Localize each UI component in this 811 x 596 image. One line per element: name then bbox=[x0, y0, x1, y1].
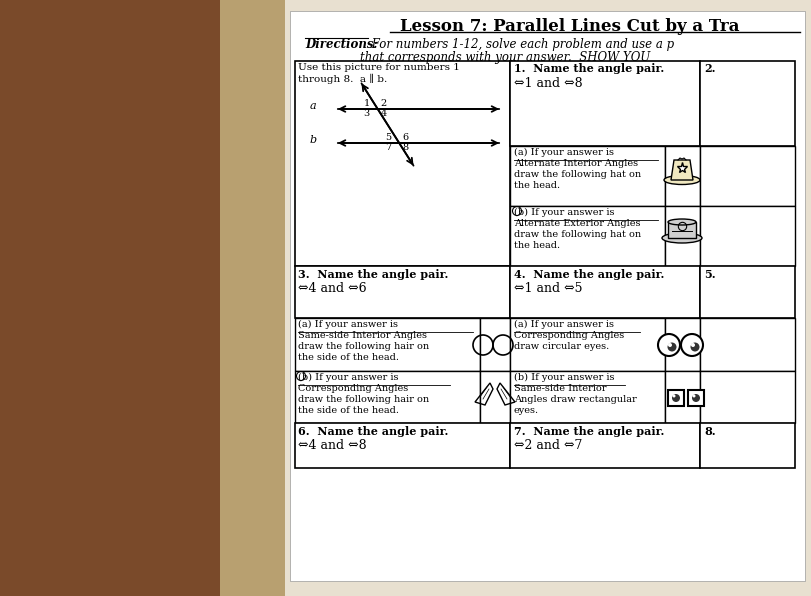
Polygon shape bbox=[671, 160, 693, 180]
Bar bbox=[295, 61, 510, 266]
Bar bbox=[668, 390, 684, 406]
Circle shape bbox=[692, 394, 700, 402]
Bar bbox=[700, 266, 795, 318]
Text: ⇔2 and ⇔7: ⇔2 and ⇔7 bbox=[514, 439, 582, 452]
Polygon shape bbox=[220, 0, 290, 596]
Text: draw circular eyes.: draw circular eyes. bbox=[514, 342, 609, 351]
Text: 7.  Name the angle pair.: 7. Name the angle pair. bbox=[514, 426, 664, 437]
Text: Corresponding Angles: Corresponding Angles bbox=[514, 331, 624, 340]
Ellipse shape bbox=[662, 233, 702, 243]
Bar bbox=[665, 371, 700, 423]
Text: Same-side Interior: Same-side Interior bbox=[514, 384, 607, 393]
Text: 2.: 2. bbox=[704, 63, 715, 74]
Bar bbox=[510, 61, 700, 146]
Circle shape bbox=[668, 343, 672, 347]
Bar bbox=[510, 266, 700, 318]
Bar bbox=[290, 11, 805, 581]
Text: draw the following hat on: draw the following hat on bbox=[514, 170, 642, 179]
Circle shape bbox=[681, 334, 703, 356]
Text: ⇔4 and ⇔8: ⇔4 and ⇔8 bbox=[298, 439, 367, 452]
Circle shape bbox=[672, 394, 680, 402]
Bar bbox=[700, 146, 795, 206]
Polygon shape bbox=[285, 0, 811, 596]
Text: 6.  Name the angle pair.: 6. Name the angle pair. bbox=[298, 426, 448, 437]
Circle shape bbox=[693, 395, 696, 398]
Bar bbox=[665, 206, 700, 266]
Text: 5.: 5. bbox=[704, 269, 715, 280]
Polygon shape bbox=[0, 0, 220, 596]
Text: through 8.  a ∥ b.: through 8. a ∥ b. bbox=[298, 74, 387, 84]
Text: Angles draw rectangular: Angles draw rectangular bbox=[514, 395, 637, 404]
Bar bbox=[700, 206, 795, 266]
Text: Use this picture for numbers 1: Use this picture for numbers 1 bbox=[298, 63, 460, 72]
Text: the side of the head.: the side of the head. bbox=[298, 406, 399, 415]
Text: (a) If your answer is: (a) If your answer is bbox=[298, 320, 398, 329]
Bar bbox=[510, 371, 665, 423]
Text: (b) If your answer is: (b) If your answer is bbox=[514, 208, 615, 217]
Bar bbox=[700, 61, 795, 146]
Text: For numbers 1-12, solve each problem and use a p: For numbers 1-12, solve each problem and… bbox=[368, 38, 674, 51]
Circle shape bbox=[658, 334, 680, 356]
Ellipse shape bbox=[664, 175, 700, 185]
Bar bbox=[510, 206, 665, 266]
Text: 8.: 8. bbox=[704, 426, 715, 437]
Text: Directions:: Directions: bbox=[305, 38, 378, 51]
Text: (a) If your answer is: (a) If your answer is bbox=[514, 148, 614, 157]
Text: draw the following hair on: draw the following hair on bbox=[298, 342, 429, 351]
Bar bbox=[510, 318, 665, 371]
Text: 1.  Name the angle pair.: 1. Name the angle pair. bbox=[514, 63, 664, 74]
Ellipse shape bbox=[668, 219, 696, 225]
Circle shape bbox=[691, 343, 695, 347]
Bar bbox=[295, 318, 480, 371]
Bar bbox=[510, 146, 665, 206]
Text: Alternate Exterior Angles: Alternate Exterior Angles bbox=[514, 219, 641, 228]
Text: Corresponding Angles: Corresponding Angles bbox=[298, 384, 408, 393]
Text: a: a bbox=[310, 101, 316, 111]
Text: 7: 7 bbox=[385, 143, 392, 152]
Bar bbox=[665, 318, 700, 371]
Bar bbox=[295, 266, 510, 318]
Text: (b) If your answer is: (b) If your answer is bbox=[298, 373, 398, 382]
Text: 1: 1 bbox=[363, 99, 370, 108]
Circle shape bbox=[690, 343, 700, 352]
Text: ⇔4 and ⇔6: ⇔4 and ⇔6 bbox=[298, 282, 367, 295]
Text: 3: 3 bbox=[363, 109, 370, 118]
Text: 2: 2 bbox=[380, 99, 387, 108]
Text: the head.: the head. bbox=[514, 241, 560, 250]
Text: 8: 8 bbox=[402, 143, 408, 152]
Bar bbox=[665, 146, 700, 206]
Text: eyes.: eyes. bbox=[514, 406, 539, 415]
Bar bbox=[668, 222, 696, 238]
Text: 4: 4 bbox=[380, 109, 387, 118]
Bar bbox=[295, 371, 480, 423]
Text: the side of the head.: the side of the head. bbox=[298, 353, 399, 362]
Circle shape bbox=[672, 395, 676, 398]
Text: Lesson 7: Parallel Lines Cut by a Tra: Lesson 7: Parallel Lines Cut by a Tra bbox=[401, 18, 740, 35]
Bar bbox=[688, 390, 704, 406]
Bar bbox=[700, 423, 795, 468]
Text: that corresponds with your answer.  SHOW YOU: that corresponds with your answer. SHOW … bbox=[360, 51, 650, 64]
Text: Same-side Interior Angles: Same-side Interior Angles bbox=[298, 331, 427, 340]
Circle shape bbox=[667, 343, 676, 352]
Text: ⇔1 and ⇔8: ⇔1 and ⇔8 bbox=[514, 77, 582, 90]
Text: draw the following hair on: draw the following hair on bbox=[298, 395, 429, 404]
Text: draw the following hat on: draw the following hat on bbox=[514, 230, 642, 239]
Text: ⇔1 and ⇔5: ⇔1 and ⇔5 bbox=[514, 282, 582, 295]
Text: 4.  Name the angle pair.: 4. Name the angle pair. bbox=[514, 269, 664, 280]
Text: b: b bbox=[310, 135, 317, 145]
Bar bbox=[510, 423, 700, 468]
Text: (b) If your answer is: (b) If your answer is bbox=[514, 373, 615, 382]
Bar bbox=[295, 423, 510, 468]
Bar bbox=[480, 318, 510, 371]
Text: 3.  Name the angle pair.: 3. Name the angle pair. bbox=[298, 269, 448, 280]
Bar bbox=[480, 371, 510, 423]
Text: 6: 6 bbox=[402, 133, 408, 142]
Text: the head.: the head. bbox=[514, 181, 560, 190]
Text: (a) If your answer is: (a) If your answer is bbox=[514, 320, 614, 329]
Bar bbox=[700, 371, 795, 423]
Text: Alternate Interior Angles: Alternate Interior Angles bbox=[514, 159, 638, 168]
Bar bbox=[700, 318, 795, 371]
Text: 5: 5 bbox=[385, 133, 392, 142]
